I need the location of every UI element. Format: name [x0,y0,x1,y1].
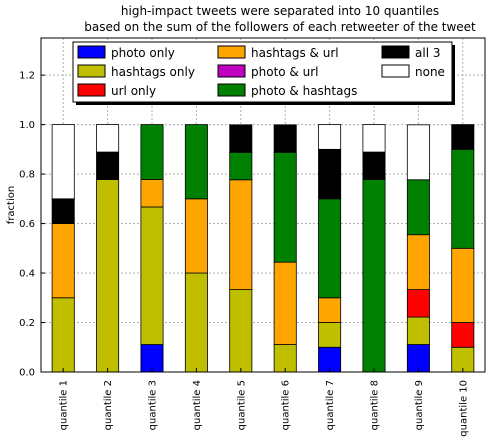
legend-label: photo only [111,46,175,60]
bar-segment [362,124,386,153]
x-tick-label: quantile 3 [148,380,159,430]
x-tick-label: quantile 9 [414,380,425,430]
y-tick-label: 0.0 [19,368,35,379]
legend-label: url only [111,84,156,98]
bar-segment [451,124,475,150]
legend-label: none [415,65,445,79]
bar-segment [406,344,430,373]
bar-segment [362,151,386,180]
bar-segment [140,344,164,373]
bar-segment [229,124,253,153]
bar-segment [451,247,475,323]
bar-segment [406,316,430,345]
bar-segment [318,322,342,348]
legend-swatch [217,64,246,78]
x-tick-label: quantile 4 [192,380,203,430]
legend-label: hashtags only [111,65,195,79]
bar-segment [273,124,297,153]
bar-segment [318,148,342,200]
y-tick-label: 0.2 [19,318,35,329]
plot-frame [40,37,486,373]
legend-swatch [217,83,246,97]
y-tick-label: 0.8 [19,170,35,181]
legend-label: photo & url [251,65,318,79]
bar-segment [273,151,297,263]
legend-swatch [77,64,106,78]
bar-segment [96,179,120,373]
bar-segment [318,297,342,323]
bar-segment [229,179,253,291]
bar-segment [406,234,430,291]
bar-segment [51,297,75,373]
bar-segment [184,272,208,373]
legend-swatch [77,45,106,59]
bar-segment [140,124,164,180]
bar-segment [451,148,475,249]
x-tick-label: quantile 2 [103,380,114,430]
bar-segment [362,179,386,373]
bar-segment [406,124,430,181]
bar-segment [184,124,208,200]
bar-segment [96,151,120,180]
x-tick-label: quantile 8 [370,380,381,430]
chart-subtitle: based on the sum of the followers of eac… [84,20,476,34]
y-tick-label: 1.0 [19,120,35,131]
bar-segment [451,322,475,348]
bar-segment [406,289,430,318]
x-tick-label: quantile 6 [281,380,292,430]
x-tick-label: quantile 1 [59,380,70,430]
bar-segment [140,206,164,345]
bar-segment [96,124,120,153]
x-tick-label: quantile 10 [458,380,469,437]
legend-swatch [217,45,246,59]
legend: photo only hashtags only url only hashtags … [72,41,455,105]
legend-swatch [381,64,410,78]
bar-segment [184,198,208,274]
legend-label: all 3 [415,46,440,60]
y-tick-label: 1.2 [19,71,35,82]
bar-segment [229,289,253,373]
bars [51,124,475,373]
bar-segment [273,344,297,373]
y-tick-label: 0.6 [19,219,35,230]
legend-label: hashtags & url [251,46,339,60]
bar-segment [318,198,342,299]
legend-label: photo & hashtags [251,84,357,98]
y-axis-label: fraction [6,186,17,224]
legend-swatch [381,45,410,59]
bar-segment [273,261,297,345]
bar-segment [406,179,430,236]
bar-segment [318,124,342,150]
y-axis-ticks: 0.0 0.2 0.4 0.6 0.8 1.0 1.2 [19,71,45,379]
y-tick-label: 0.4 [19,269,35,280]
legend-swatch [77,83,106,97]
chart-title: high-impact tweets were separated into 1… [121,4,439,18]
x-axis-ticks: quantile 1 quantile 2 quantile 3 quantile 4… [59,368,469,437]
bar-segment [229,151,253,181]
bar-segment [51,198,75,224]
bar-segment [51,124,75,200]
bar-segment [140,179,164,208]
x-tick-label: quantile 7 [325,380,336,430]
x-tick-label: quantile 5 [236,380,247,430]
bar-segment [51,223,75,299]
